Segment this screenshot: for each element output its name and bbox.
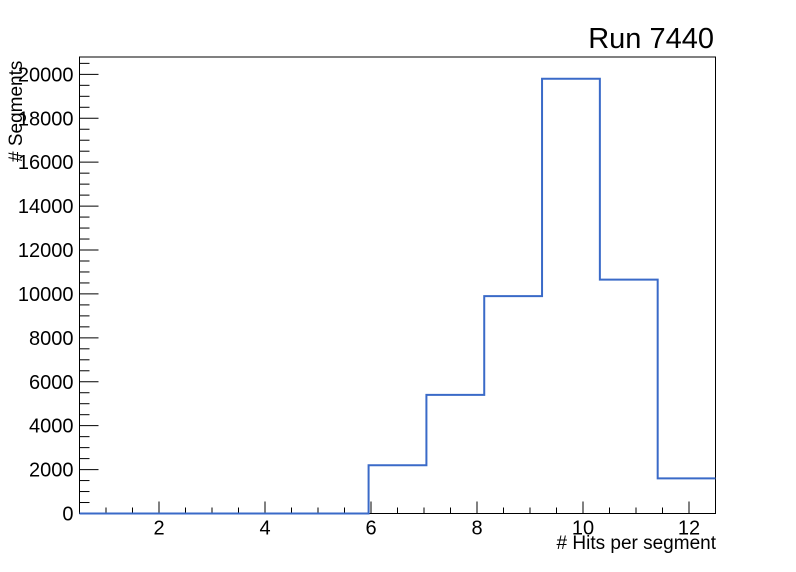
- y-tick-label: 0: [62, 504, 73, 526]
- y-axis-title: # Segments: [6, 60, 27, 162]
- histogram-step-line: [79, 77, 716, 515]
- y-tick-label: 12000: [18, 240, 74, 262]
- plot-frame: [79, 56, 716, 514]
- y-tick-label: 18000: [18, 108, 74, 130]
- x-tick-label: 12: [678, 518, 700, 540]
- x-tick-label: 6: [365, 518, 376, 540]
- y-tick-label: 14000: [18, 196, 74, 218]
- y-tick-label: 4000: [29, 416, 74, 438]
- y-tick-label: 2000: [29, 460, 74, 482]
- y-tick-label: 6000: [29, 372, 74, 394]
- y-tick-label: 16000: [18, 152, 74, 174]
- y-tick-label: 10000: [18, 284, 74, 306]
- y-tick-label: 20000: [18, 64, 74, 86]
- x-tick-label: 10: [572, 518, 594, 540]
- x-tick-label: 8: [471, 518, 482, 540]
- y-tick-label: 8000: [29, 328, 74, 350]
- x-axis-title: # Hits per segment: [556, 533, 716, 554]
- chart-title: Run 7440: [588, 23, 714, 55]
- x-tick-label: 4: [259, 518, 270, 540]
- x-tick-label: 2: [153, 518, 164, 540]
